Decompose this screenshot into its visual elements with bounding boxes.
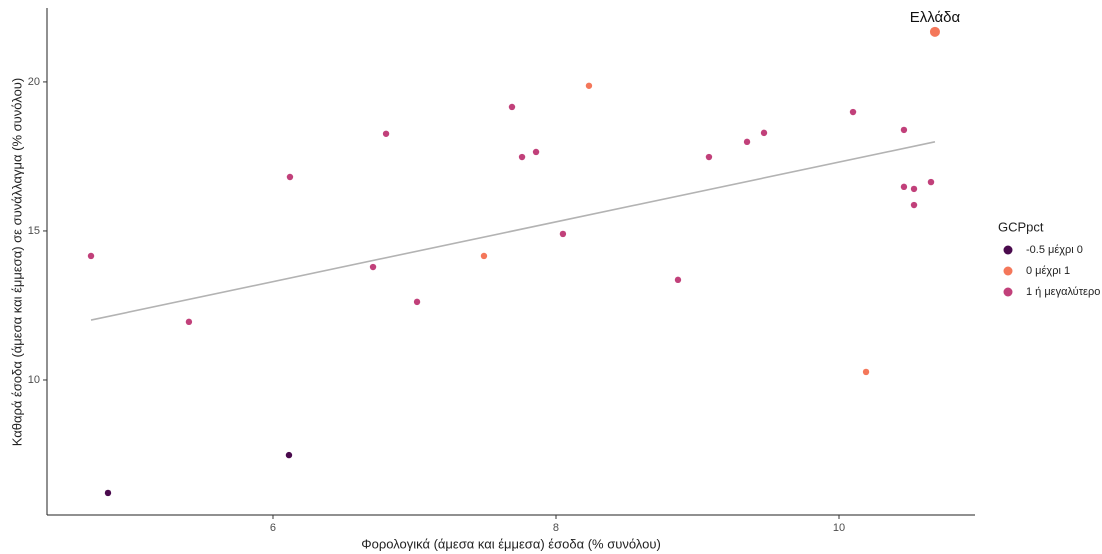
legend-marker [1003,245,1013,255]
y-axis-title: Καθαρά έσοδα (άμεσα και έμμεσα) σε συνάλ… [9,78,24,447]
point [518,153,526,161]
x-axis-title: Φορολογικά (άμεσα και έμμεσα) έσοδα (% σ… [361,536,661,551]
x-tick-label: 10 [833,522,845,534]
legend-label: -0.5 μέχρι 0 [1026,244,1083,256]
point [559,230,567,238]
annotation: Ελλάδα [910,9,961,26]
point [862,368,870,376]
point [910,201,918,209]
legend-marker [1003,287,1013,297]
y-tick-label: 20 [28,76,40,88]
legend-title: GCPpct [998,219,1044,234]
point [532,148,540,156]
point [743,138,751,146]
point [674,276,682,284]
point [286,173,294,181]
point [929,26,940,37]
point [900,126,908,134]
point [927,178,935,186]
point [413,298,421,306]
x-tick-label: 8 [553,522,559,534]
x-tick-label: 6 [270,522,276,534]
point [585,82,593,89]
point [104,489,112,497]
point [285,451,293,459]
legend-label: 1 ή μεγαλύτερο [1026,286,1100,298]
legend-marker [1003,266,1013,276]
point [87,252,95,260]
point [910,185,918,193]
point [480,252,488,260]
point [705,153,713,161]
point [369,263,377,271]
trend-line [90,141,936,321]
y-tick-label: 10 [28,374,40,386]
legend-label: 0 μέχρι 1 [1026,265,1070,277]
point [382,130,390,137]
y-tick-label: 15 [28,225,40,237]
point [185,318,193,326]
point [849,108,857,116]
point [900,183,908,191]
point [760,129,768,137]
point [508,103,516,111]
